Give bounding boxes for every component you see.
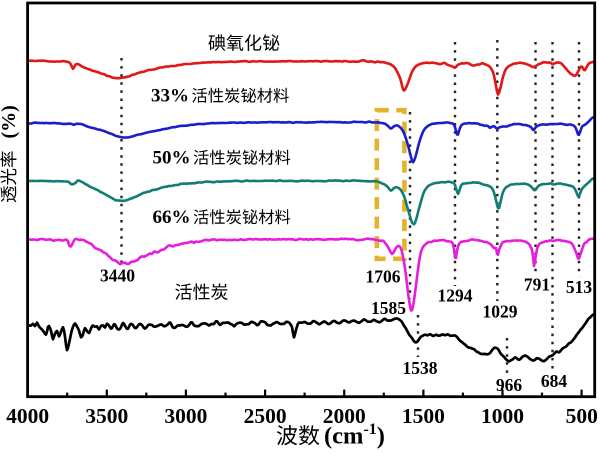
svg-text:1029: 1029 [483, 301, 518, 321]
svg-text:3440: 3440 [100, 266, 135, 286]
svg-text:3500: 3500 [85, 404, 128, 428]
svg-text:66%: 66% [153, 207, 191, 228]
svg-text:684: 684 [541, 371, 568, 391]
svg-text:3000: 3000 [164, 404, 207, 428]
svg-text:33%: 33% [151, 86, 189, 107]
svg-text:2000: 2000 [323, 404, 366, 428]
svg-text:50%: 50% [153, 148, 191, 169]
svg-text:(%): (%) [0, 105, 20, 138]
svg-text:4000: 4000 [6, 404, 49, 428]
svg-text:1706: 1706 [366, 267, 401, 287]
svg-text:1294: 1294 [438, 286, 473, 306]
svg-text:(cm-1): (cm-1) [324, 421, 385, 450]
svg-text:1000: 1000 [481, 404, 524, 428]
svg-text:1585: 1585 [371, 298, 406, 318]
svg-text:1500: 1500 [402, 404, 445, 428]
svg-text:966: 966 [496, 375, 523, 395]
svg-text:1538: 1538 [403, 358, 438, 378]
svg-text:791: 791 [524, 274, 550, 294]
svg-text:2500: 2500 [244, 404, 287, 428]
svg-text:513: 513 [566, 277, 593, 297]
svg-text:500: 500 [566, 404, 598, 428]
